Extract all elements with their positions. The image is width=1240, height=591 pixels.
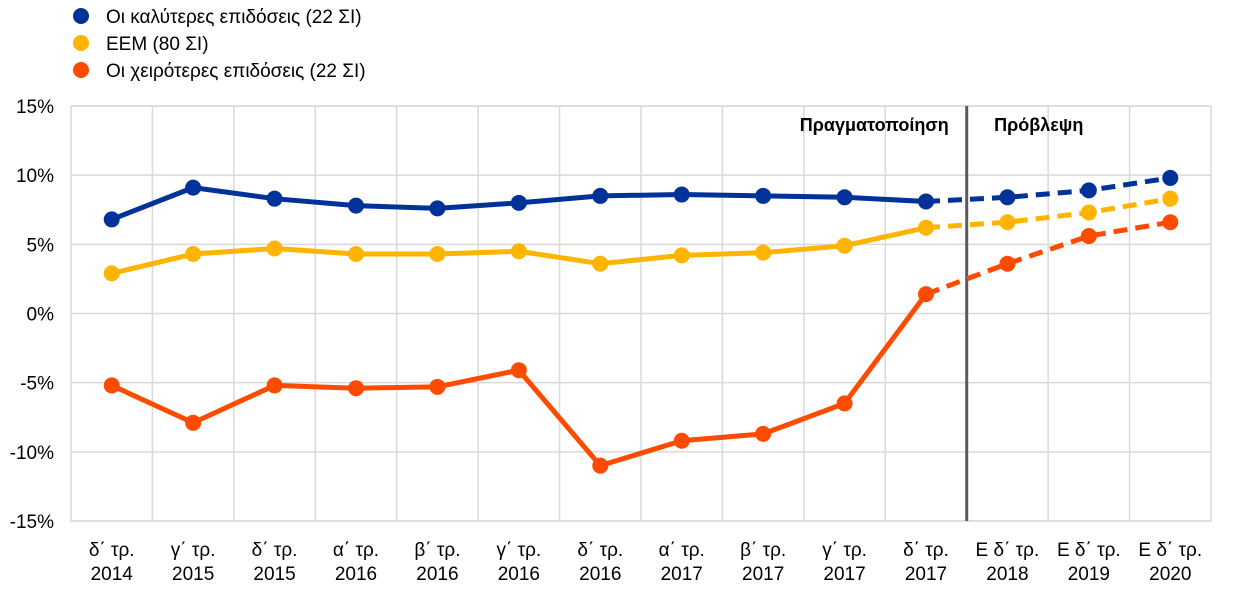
legend-label: ΕΕΜ (80 ΣΙ) xyxy=(106,34,209,55)
y-tick-label: 15% xyxy=(16,97,54,118)
data-point xyxy=(266,190,283,207)
data-point xyxy=(429,246,446,263)
x-tick-label-line2: 2016 xyxy=(579,564,621,585)
actual-section-label: Πραγματοποίηση xyxy=(800,115,949,135)
data-point xyxy=(429,200,446,217)
data-point xyxy=(185,179,202,196)
legend-label: Οι χειρότερες επιδόσεις (22 ΣΙ) xyxy=(106,61,366,82)
y-tick-label: -5% xyxy=(20,374,54,395)
x-tick-label-line1: δ΄ τρ. xyxy=(903,540,949,561)
x-tick-label-line2: 2019 xyxy=(1068,564,1110,585)
data-point xyxy=(510,362,527,379)
data-point xyxy=(918,219,934,236)
data-point xyxy=(999,255,1016,272)
data-point xyxy=(103,377,120,394)
legend: Οι καλύτερες επιδόσεις (22 ΣΙ) ΕΕΜ (80 ΣΙ… xyxy=(73,7,366,82)
x-tick-label-line2: 2017 xyxy=(661,564,703,585)
x-tick-label-line2: 2014 xyxy=(91,564,134,585)
x-tick-label-line2: 2017 xyxy=(823,564,865,585)
x-tick-label-line1: δ΄ τρ. xyxy=(252,540,298,561)
data-point xyxy=(592,457,609,474)
data-point xyxy=(348,246,364,263)
series-line-forecast xyxy=(925,175,1171,204)
data-point xyxy=(1080,182,1097,199)
data-point xyxy=(673,247,690,264)
x-tick-label-line1: β΄ τρ. xyxy=(414,540,460,561)
x-tick-label-line2: 2016 xyxy=(498,564,540,585)
data-point xyxy=(348,197,364,214)
data-point xyxy=(510,194,527,211)
data-point xyxy=(1162,214,1179,231)
data-point xyxy=(1080,228,1097,245)
y-tick-label: 5% xyxy=(27,235,55,256)
data-point xyxy=(510,243,527,260)
x-tick-label-line1: Ε δ΄ τρ. xyxy=(976,540,1040,561)
x-tick-label-line2: 2018 xyxy=(986,564,1028,585)
data-point xyxy=(103,211,120,228)
x-tick-label-line1: α΄ τρ. xyxy=(659,540,705,561)
x-tick-label-line2: 2017 xyxy=(905,564,947,585)
x-tick-label-line1: α΄ τρ. xyxy=(333,540,379,561)
data-point xyxy=(836,237,853,254)
series-points xyxy=(103,169,1179,474)
data-point xyxy=(999,214,1016,231)
data-point xyxy=(1162,190,1179,207)
x-tick-label-line1: γ΄ τρ. xyxy=(171,540,216,561)
forecast-section-label: Πρόβλεψη xyxy=(994,115,1083,135)
data-point xyxy=(1080,204,1097,221)
data-point xyxy=(918,193,934,210)
data-point xyxy=(1162,169,1179,186)
legend-marker xyxy=(73,35,89,51)
series-line-forecast xyxy=(925,196,1171,231)
data-point xyxy=(185,414,202,431)
x-tick-label-line1: Ε δ΄ τρ. xyxy=(1057,540,1121,561)
x-tick-label-line1: γ΄ τρ. xyxy=(822,540,867,561)
data-point xyxy=(429,378,446,395)
data-point xyxy=(592,187,609,204)
y-tick-label: -10% xyxy=(10,443,54,464)
x-tick-label-line2: 2016 xyxy=(335,564,377,585)
x-tick-label-line1: δ΄ τρ. xyxy=(577,540,623,561)
data-point xyxy=(673,186,690,203)
data-point xyxy=(755,244,772,261)
legend-marker xyxy=(73,62,89,78)
data-point xyxy=(185,246,202,263)
legend-label: Οι καλύτερες επιδόσεις (22 ΣΙ) xyxy=(106,7,362,28)
x-axis-labels: δ΄ τρ. 2014 γ΄ τρ. 2015 δ΄ τρ. 2015 α΄ τρ. 2016… xyxy=(89,540,1202,585)
x-tick-label-line2: 2020 xyxy=(1149,564,1191,585)
y-tick-label: 10% xyxy=(16,166,54,187)
data-point xyxy=(348,380,364,397)
data-point xyxy=(673,432,690,449)
data-point xyxy=(836,395,853,412)
data-point xyxy=(836,189,853,206)
data-point xyxy=(755,425,772,442)
x-tick-label-line2: 2017 xyxy=(742,564,784,585)
data-point xyxy=(103,265,120,282)
x-tick-label-line2: 2016 xyxy=(416,564,458,585)
y-axis-labels: 15% 10% 5% 0% -5% -10% -15% xyxy=(10,97,54,533)
data-point xyxy=(592,255,609,272)
legend-marker xyxy=(73,8,89,24)
data-point xyxy=(999,189,1016,206)
x-tick-label-line2: 2015 xyxy=(172,564,214,585)
data-point xyxy=(266,377,283,394)
data-point xyxy=(266,240,283,257)
y-tick-label: -15% xyxy=(10,512,54,533)
x-tick-label-line1: β΄ τρ. xyxy=(740,540,786,561)
x-tick-label-line1: δ΄ τρ. xyxy=(89,540,135,561)
grid xyxy=(70,105,1212,522)
x-tick-label-line1: Ε δ΄ τρ. xyxy=(1138,540,1202,561)
y-tick-label: 0% xyxy=(27,305,55,326)
x-tick-label-line1: γ΄ τρ. xyxy=(497,540,542,561)
data-point xyxy=(918,286,934,303)
data-point xyxy=(755,187,772,204)
x-tick-label-line2: 2015 xyxy=(253,564,295,585)
